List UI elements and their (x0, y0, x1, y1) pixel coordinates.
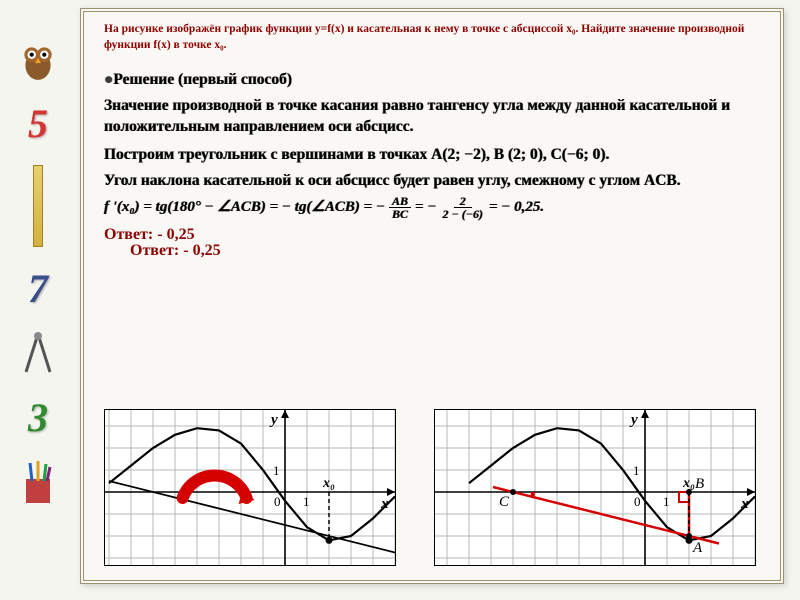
svg-text:0: 0 (634, 494, 641, 509)
svg-text:B: B (695, 476, 704, 492)
sidebar: 5 7 3 (8, 40, 68, 507)
svg-text:1: 1 (303, 494, 310, 509)
problem-statement: На рисунке изображён график функции y=f(… (104, 22, 760, 53)
solution-equation: f '(x₀) = tg(180° − ∠ACB) = − tg(∠ACB) =… (104, 195, 760, 220)
sidebar-digit: 5 (28, 100, 48, 147)
solution-line: Построим треугольник с вершинами в точка… (104, 144, 760, 166)
svg-text:C: C (499, 494, 510, 510)
svg-text:x₀: x₀ (322, 476, 335, 491)
pencil-cup-icon (16, 459, 60, 507)
sidebar-digit: 7 (28, 265, 48, 312)
solution-line: Значение производной в точке касания рав… (104, 95, 760, 138)
content-frame: На рисунке изображён график функции y=f(… (80, 8, 784, 584)
charts-row: y x 1 1 0 x₀ A B Cy x 1 1 0 x₀ (104, 409, 756, 566)
answer-text: Ответ: - 0,25 (130, 242, 760, 260)
compass-icon (20, 330, 56, 376)
sidebar-digit: 3 (28, 394, 48, 441)
svg-text:1: 1 (273, 463, 280, 478)
chart-left: y x 1 1 0 x₀ (104, 409, 396, 566)
solution-heading: ●Решение (первый способ) (104, 69, 760, 91)
owl-icon (17, 40, 59, 82)
svg-text:1: 1 (633, 463, 640, 478)
solution-line: Угол наклона касательной к оси абсцисс б… (104, 170, 760, 192)
solution-body: ●Решение (первый способ) Значение произв… (104, 69, 760, 220)
svg-text:y: y (269, 412, 278, 428)
svg-text:x₀: x₀ (682, 476, 695, 491)
ruler-icon (33, 165, 43, 247)
svg-text:y: y (629, 412, 638, 428)
svg-text:x: x (380, 496, 389, 512)
svg-text:0: 0 (274, 494, 281, 509)
svg-text:x: x (740, 496, 749, 512)
svg-text:A: A (692, 540, 703, 556)
svg-text:1: 1 (663, 494, 670, 509)
chart-right: A B Cy x 1 1 0 x₀ (434, 409, 756, 566)
